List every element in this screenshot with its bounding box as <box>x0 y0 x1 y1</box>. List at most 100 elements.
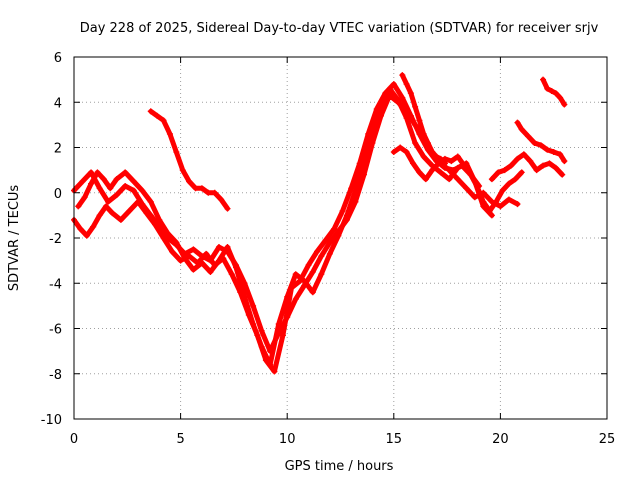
data-point <box>403 81 410 88</box>
data-point <box>390 149 397 156</box>
data-point <box>395 96 402 103</box>
data-point <box>486 207 493 214</box>
data-point <box>156 216 163 223</box>
data-point <box>518 126 525 133</box>
data-point <box>181 255 188 262</box>
data-point <box>271 368 278 375</box>
data-point <box>471 194 478 201</box>
data-point <box>437 169 444 176</box>
data-point <box>207 268 214 275</box>
data-point <box>544 146 551 153</box>
data-point <box>488 176 495 183</box>
data-point <box>339 207 346 214</box>
y-tick-label: -10 <box>41 413 62 428</box>
data-point <box>192 185 199 192</box>
data-point <box>147 198 154 205</box>
data-point <box>454 176 461 183</box>
data-point <box>186 178 193 185</box>
data-point <box>420 153 427 160</box>
y-tick-label: 6 <box>54 51 62 66</box>
series-track-e <box>390 144 525 214</box>
data-point <box>198 253 205 260</box>
data-point <box>75 203 82 210</box>
data-point <box>433 153 440 160</box>
data-point <box>557 151 564 158</box>
data-point <box>540 162 547 169</box>
data-point <box>139 187 146 194</box>
data-point <box>105 198 112 205</box>
data-point <box>279 332 286 339</box>
data-point <box>331 225 338 232</box>
data-point <box>352 187 359 194</box>
data-point <box>190 266 197 273</box>
data-point <box>518 169 525 176</box>
data-point <box>514 155 521 162</box>
data-point <box>508 162 515 169</box>
data-point <box>215 244 222 251</box>
data-point <box>190 246 197 253</box>
data-point <box>267 361 274 368</box>
data-point <box>309 289 316 296</box>
data-point <box>424 139 431 146</box>
data-point <box>100 176 107 183</box>
data-point <box>177 257 184 264</box>
data-point <box>429 167 436 174</box>
series-line <box>489 151 565 182</box>
series-track-g <box>514 119 568 165</box>
data-point <box>480 198 487 205</box>
data-point <box>446 167 453 174</box>
data-point <box>397 144 404 151</box>
y-tick-label: -6 <box>49 323 62 338</box>
data-point <box>96 212 103 219</box>
data-point <box>318 253 325 260</box>
data-point <box>301 277 308 284</box>
data-point <box>403 149 410 156</box>
chart-title: Day 228 of 2025, Sidereal Day-to-day VTE… <box>80 21 599 36</box>
data-point <box>497 203 504 210</box>
data-point <box>399 72 406 79</box>
data-point <box>557 94 564 101</box>
y-tick-label: -2 <box>49 232 62 247</box>
data-point <box>505 196 512 203</box>
data-point <box>467 171 474 178</box>
data-point <box>96 185 103 192</box>
plot-area <box>71 72 568 375</box>
data-point <box>198 259 205 266</box>
data-point <box>94 169 101 176</box>
x-tick-label: 25 <box>599 432 616 447</box>
data-point <box>386 85 393 92</box>
data-point <box>441 160 448 167</box>
data-point <box>520 151 527 158</box>
data-point <box>378 103 385 110</box>
data-point <box>360 158 367 165</box>
data-point <box>514 201 521 208</box>
data-point <box>113 192 120 199</box>
data-point <box>412 139 419 146</box>
data-point <box>215 257 222 264</box>
data-point <box>160 117 167 124</box>
data-point <box>88 169 95 176</box>
data-point <box>79 178 86 185</box>
data-point <box>83 232 90 239</box>
data-point <box>233 264 240 271</box>
data-point <box>561 101 568 108</box>
series-track-c <box>75 85 495 368</box>
data-point <box>435 160 442 167</box>
data-point <box>533 167 540 174</box>
data-point <box>173 239 180 246</box>
data-point <box>130 187 137 194</box>
data-point <box>403 115 410 122</box>
data-point <box>309 268 316 275</box>
x-axis-label: GPS time / hours <box>285 459 394 474</box>
data-point <box>224 244 231 251</box>
data-point <box>169 248 176 255</box>
data-point <box>446 176 453 183</box>
data-point <box>318 271 325 278</box>
data-point <box>198 185 205 192</box>
data-point <box>454 164 461 171</box>
data-point <box>412 103 419 110</box>
grid <box>74 57 607 419</box>
data-point <box>166 130 173 137</box>
axis-ticks: 0 5 10 15 20 25 -10 -8 -6 -4 -2 0 2 4 6 <box>41 51 616 447</box>
data-point <box>218 196 225 203</box>
